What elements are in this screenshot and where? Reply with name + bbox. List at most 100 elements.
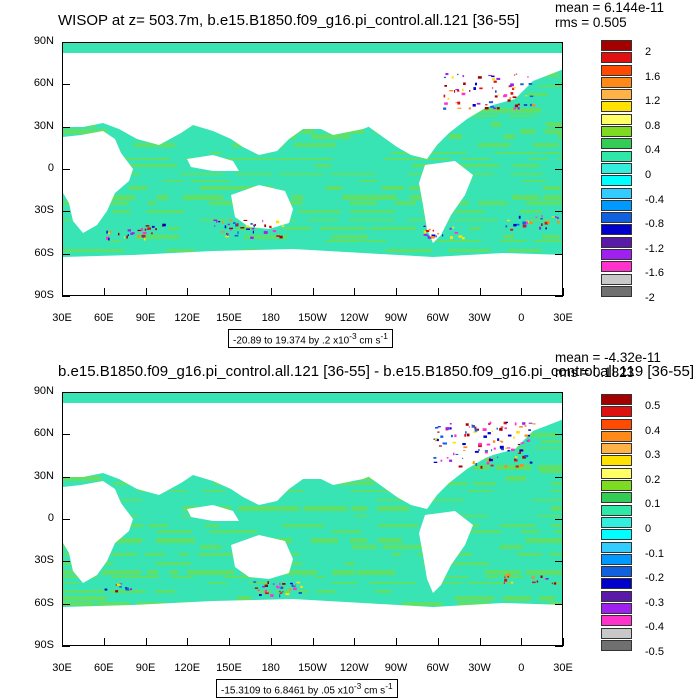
extreme-value-speck xyxy=(425,230,430,232)
colorbar-label: -0.8 xyxy=(645,218,664,231)
extreme-value-speck xyxy=(468,426,470,428)
field-band xyxy=(511,173,543,175)
extreme-value-speck xyxy=(474,450,479,453)
extreme-value-speck xyxy=(491,430,493,432)
extreme-value-speck xyxy=(276,235,280,237)
extreme-value-speck xyxy=(246,228,250,230)
field-band xyxy=(504,134,515,139)
field-band xyxy=(345,562,355,565)
extreme-value-speck xyxy=(272,230,277,233)
field-band xyxy=(147,210,184,213)
land-south-america xyxy=(419,511,473,593)
field-band xyxy=(559,79,562,81)
extreme-value-speck xyxy=(106,236,110,240)
lon-tick-label: 150E xyxy=(216,312,242,324)
extreme-value-speck xyxy=(449,227,452,230)
bottom-map-title: b.e15.B1850.f09_g16.pi_control.all.121 [… xyxy=(58,363,695,380)
extreme-value-speck xyxy=(488,74,492,77)
field-band xyxy=(111,195,135,200)
extreme-value-speck xyxy=(145,225,150,227)
lat-tick-mark xyxy=(555,561,563,563)
field-band xyxy=(473,482,496,485)
field-band xyxy=(249,582,269,584)
field-band xyxy=(432,499,464,501)
extreme-value-speck xyxy=(151,232,153,235)
extreme-value-speck xyxy=(482,428,487,431)
lon-tick-mark xyxy=(563,288,564,296)
extreme-value-speck xyxy=(469,90,471,92)
field-band xyxy=(208,582,227,584)
extreme-value-speck xyxy=(530,103,532,107)
extreme-value-speck xyxy=(431,234,436,238)
extreme-value-speck xyxy=(484,450,488,452)
colorbar-swatch xyxy=(601,261,632,273)
field-band xyxy=(526,538,562,543)
land-indonesia xyxy=(187,155,239,171)
field-band xyxy=(546,122,562,127)
bottom-map-range-info: -15.3109 to 6.8461 by .05 x10-3 cm s-1 xyxy=(216,679,398,699)
field-band xyxy=(486,576,498,578)
lon-tick-label: 60E xyxy=(93,312,114,324)
top-map-range-info: -20.89 to 19.374 by .2 x10-3 cm s-1 xyxy=(228,329,393,349)
extreme-value-speck xyxy=(424,225,426,227)
extreme-value-speck xyxy=(449,90,454,92)
lat-tick-label: 90S xyxy=(34,289,54,301)
extreme-value-speck xyxy=(556,216,559,219)
colorbar-swatch xyxy=(601,578,632,590)
extreme-value-speck xyxy=(510,448,515,451)
extreme-value-speck xyxy=(442,234,444,237)
extreme-value-speck xyxy=(508,85,512,87)
extreme-value-speck xyxy=(438,445,442,447)
colorbar-swatch xyxy=(601,175,632,187)
extreme-value-speck xyxy=(119,586,122,588)
extreme-value-speck xyxy=(507,573,511,577)
field-band xyxy=(500,545,523,549)
lon-tick-label: 150W xyxy=(298,312,327,324)
lon-tick-label: 120W xyxy=(339,312,369,324)
extreme-value-speck xyxy=(435,427,439,429)
field-band xyxy=(442,582,462,584)
extreme-value-speck xyxy=(511,581,514,584)
field-band xyxy=(424,158,450,160)
extreme-value-speck xyxy=(483,435,487,438)
lon-tick-mark xyxy=(187,638,189,646)
field-band xyxy=(378,538,402,543)
colorbar-label: -0.2 xyxy=(645,572,664,585)
extreme-value-speck xyxy=(520,83,524,86)
extreme-value-speck xyxy=(279,582,281,586)
field-band xyxy=(534,433,558,437)
extreme-value-speck xyxy=(144,228,146,231)
field-band xyxy=(556,582,562,584)
field-band xyxy=(432,576,468,578)
extreme-value-speck xyxy=(545,227,547,230)
lon-tick-label: 90E xyxy=(135,312,156,324)
field-band xyxy=(502,576,523,578)
field-band xyxy=(168,227,179,230)
field-band xyxy=(157,195,168,200)
lon-tick-mark xyxy=(270,638,272,646)
field-band xyxy=(316,576,325,578)
field-band xyxy=(281,506,299,511)
lon-tick-mark xyxy=(312,638,314,646)
field-band xyxy=(171,490,187,492)
extreme-value-speck xyxy=(443,442,447,445)
lon-tick-mark xyxy=(479,638,481,646)
field-band xyxy=(376,499,415,501)
extreme-value-speck xyxy=(254,224,256,226)
field-band xyxy=(112,210,131,213)
lat-tick-mark xyxy=(62,296,70,297)
colorbar-swatch xyxy=(601,40,632,51)
extreme-value-speck xyxy=(507,219,510,222)
extreme-value-speck xyxy=(500,448,504,451)
extreme-value-speck xyxy=(551,216,555,218)
field-band xyxy=(478,143,510,147)
extreme-value-speck xyxy=(536,580,539,583)
extreme-value-speck xyxy=(457,90,460,92)
field-band xyxy=(434,482,468,485)
field-band xyxy=(467,582,512,584)
field-band xyxy=(562,576,563,578)
field-band xyxy=(187,570,234,575)
field-band xyxy=(136,235,179,239)
field-band xyxy=(350,201,377,205)
lon-tick-label: 60W xyxy=(426,312,450,324)
